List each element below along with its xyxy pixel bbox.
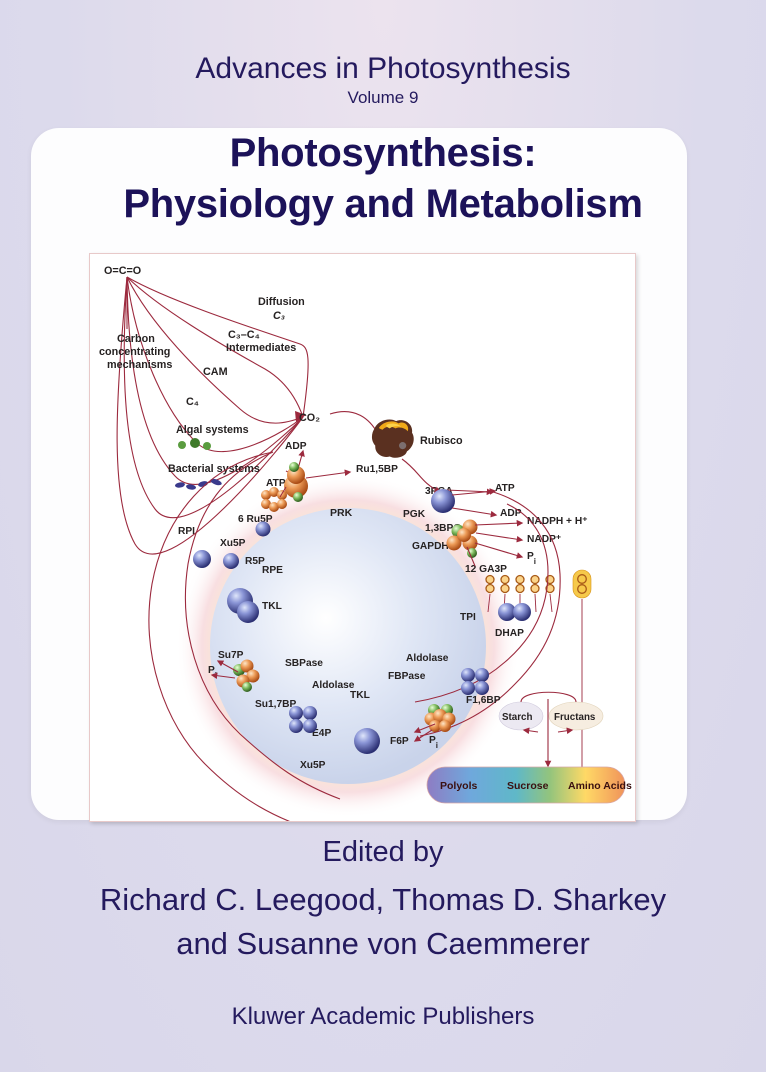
svg-text:NADP⁺: NADP⁺	[527, 534, 561, 545]
svg-text:PGK: PGK	[403, 509, 426, 520]
svg-text:12 GA3P: 12 GA3P	[465, 564, 507, 575]
svg-text:C₃: C₃	[273, 310, 285, 322]
svg-text:CO₂: CO₂	[299, 412, 320, 424]
svg-text:Diffusion: Diffusion	[258, 296, 305, 308]
svg-text:F6P: F6P	[390, 736, 409, 747]
svg-text:O=C=O: O=C=O	[104, 265, 141, 277]
svg-text:Starch: Starch	[502, 712, 533, 723]
svg-text:Fructans: Fructans	[554, 712, 596, 723]
svg-text:TPI: TPI	[460, 612, 476, 623]
svg-text:Aldolase: Aldolase	[406, 653, 449, 664]
svg-text:RPE: RPE	[262, 565, 283, 576]
svg-text:Polyols: Polyols	[440, 780, 478, 792]
svg-text:ATP: ATP	[495, 483, 515, 494]
svg-text:C₄: C₄	[186, 396, 199, 408]
svg-text:Rubisco: Rubisco	[420, 435, 463, 447]
svg-text:Amino Acids: Amino Acids	[568, 780, 632, 792]
svg-text:Sucrose: Sucrose	[507, 780, 549, 792]
svg-text:ADP: ADP	[500, 508, 522, 519]
svg-text:Bacterial systems: Bacterial systems	[168, 463, 260, 475]
svg-text:DHAP: DHAP	[495, 628, 524, 639]
svg-text:FBPase: FBPase	[388, 671, 426, 682]
svg-text:Xu5P: Xu5P	[300, 760, 326, 771]
svg-text:ADP: ADP	[285, 441, 307, 452]
svg-text:Intermediates: Intermediates	[226, 342, 296, 354]
svg-text:GAPDH: GAPDH	[412, 541, 449, 552]
svg-text:SBPase: SBPase	[285, 658, 323, 669]
svg-text:CAM: CAM	[203, 366, 228, 378]
svg-text:Carbon: Carbon	[117, 333, 155, 345]
svg-text:Ru1,5BP: Ru1,5BP	[356, 464, 398, 475]
svg-text:mechanisms: mechanisms	[107, 359, 172, 371]
svg-text:TKL: TKL	[262, 601, 282, 612]
svg-text:C₃–C₄: C₃–C₄	[228, 329, 260, 341]
svg-text:NADPH + H⁺: NADPH + H⁺	[527, 516, 588, 527]
svg-text:Pi: Pi	[527, 551, 536, 566]
svg-text:Algal systems: Algal systems	[176, 424, 249, 436]
svg-text:Aldolase: Aldolase	[312, 680, 355, 691]
svg-text:RPI: RPI	[178, 526, 195, 537]
svg-text:PRK: PRK	[330, 507, 353, 519]
svg-text:TKL: TKL	[350, 690, 370, 701]
svg-text:concentrating: concentrating	[99, 346, 170, 358]
svg-text:Su7P: Su7P	[218, 650, 244, 661]
svg-text:F1,6BP: F1,6BP	[466, 695, 501, 706]
svg-text:Xu5P: Xu5P	[220, 538, 246, 549]
svg-text:Su1,7BP: Su1,7BP	[255, 699, 297, 710]
svg-text:ATP: ATP	[266, 478, 286, 489]
